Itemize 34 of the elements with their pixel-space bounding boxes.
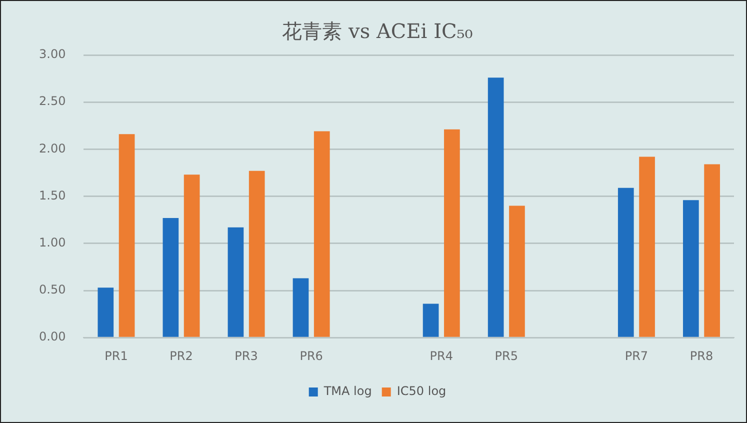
y-tick-label: 0.00 [39,330,66,344]
y-tick-label: 0.50 [39,282,66,297]
bar [184,174,200,337]
bar [444,129,460,337]
bar [704,164,720,337]
x-tick-label: PR2 [170,348,193,363]
x-tick-label: PR1 [104,348,128,363]
bar [248,170,265,337]
y-tick-label: 1.50 [39,188,66,202]
bar [98,288,114,337]
bar [509,206,525,337]
bar [314,131,330,337]
x-tick-label: PR8 [690,348,714,363]
bar [228,227,244,337]
x-tick-label: PR7 [624,348,648,363]
bar [682,200,699,337]
bar [292,278,309,337]
y-tick-label: 3.00 [39,47,66,62]
y-tick-label: 2.50 [39,94,66,108]
y-tick-label: 2.00 [39,141,66,156]
bar [639,156,655,337]
bar [488,78,504,337]
x-tick-label: PR4 [430,348,453,363]
legend-label: IC50 log [396,384,446,398]
bar [118,134,135,337]
x-tick-label: PR3 [234,348,258,363]
bar [162,218,179,337]
bar [422,304,439,337]
y-tick-label: 1.00 [39,236,66,250]
x-tick-label: PR6 [300,348,323,363]
x-tick-label: PR5 [494,348,518,363]
legend-label: TMA log [322,384,372,398]
bar [618,188,634,337]
chart-title: 花青素 vs ACEi IC₅₀ [282,19,473,44]
